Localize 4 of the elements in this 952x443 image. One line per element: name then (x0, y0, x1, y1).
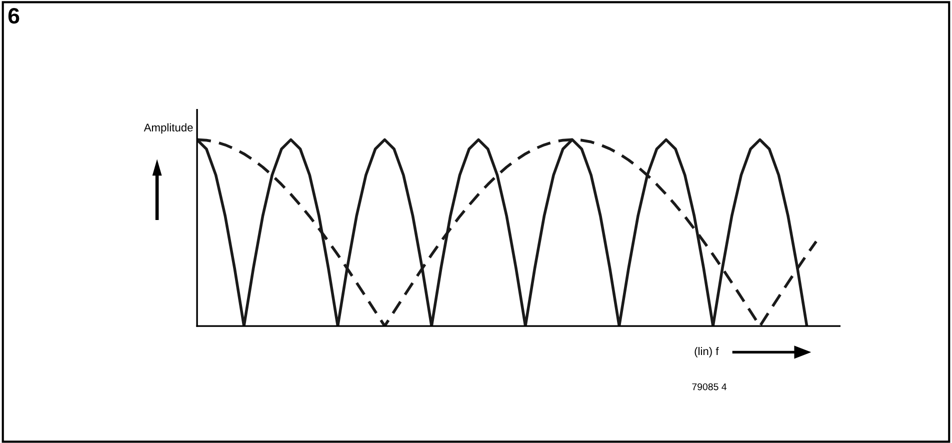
text: 79085 4 (692, 383, 727, 390)
x-axis-title: (lin) f (694, 347, 719, 358)
text: 6 (8, 8, 20, 24)
y-axis-title: Amplitude (144, 123, 193, 134)
